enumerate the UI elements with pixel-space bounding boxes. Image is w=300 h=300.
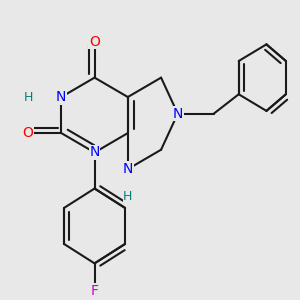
Text: N: N bbox=[172, 107, 183, 121]
Text: O: O bbox=[22, 126, 34, 140]
Text: O: O bbox=[89, 34, 100, 49]
Text: N: N bbox=[56, 90, 67, 104]
Text: H: H bbox=[23, 91, 33, 103]
Text: N: N bbox=[123, 162, 133, 176]
Text: N: N bbox=[89, 146, 100, 160]
Text: F: F bbox=[91, 284, 99, 298]
Text: H: H bbox=[123, 190, 133, 203]
